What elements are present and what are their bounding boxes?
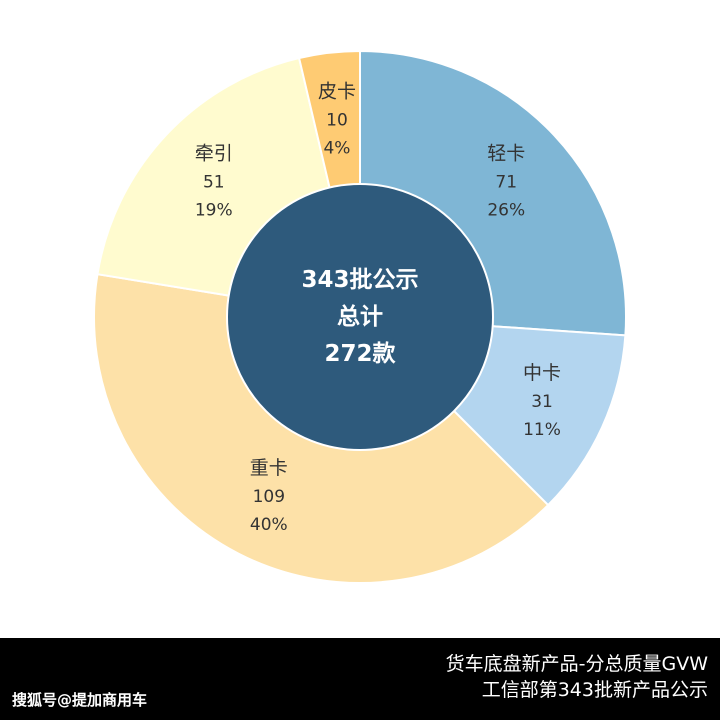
slice-label-percent-pickup: 4% [323, 138, 350, 158]
slice-label-percent-light: 26% [487, 201, 525, 221]
center-label-line-3: 272款 [324, 340, 396, 367]
slice-label-name-heavy: 重卡 [250, 457, 288, 479]
footer-bar: 货车底盘新产品-分总质量GVW 工信部第343批新产品公示 搜狐号@提加商用车 [0, 638, 720, 720]
slice-label-percent-heavy: 40% [250, 515, 288, 535]
slice-label-value-medium: 31 [531, 392, 553, 412]
slice-label-name-tractor: 牵引 [195, 143, 233, 165]
slice-label-value-heavy: 109 [253, 487, 285, 507]
slice-label-name-medium: 中卡 [523, 362, 561, 384]
slice-label-value-pickup: 10 [326, 110, 348, 130]
donut-center [226, 183, 494, 451]
slice-label-value-tractor: 51 [203, 173, 225, 193]
footer-title-line1: 货车底盘新产品-分总质量GVW [445, 653, 708, 675]
source-watermark: 搜狐号@提加商用车 [12, 691, 148, 709]
slice-label-name-light: 轻卡 [487, 143, 525, 165]
center-label-line-2: 总计 [337, 303, 383, 330]
slice-label-percent-tractor: 19% [195, 201, 233, 221]
slice-label-percent-medium: 11% [523, 420, 561, 440]
slice-label-name-pickup: 皮卡 [318, 80, 356, 102]
center-label-line-1: 343批公示 [301, 267, 418, 293]
donut-chart: 轻卡 71 26% 中卡 31 11% 重卡 109 40% 牵引 51 19% 皮卡 10 4% 343批公… [93, 49, 627, 584]
slice-label-value-light: 71 [495, 173, 517, 193]
footer-title-line2: 工信部第343批新产品公示 [481, 679, 708, 701]
